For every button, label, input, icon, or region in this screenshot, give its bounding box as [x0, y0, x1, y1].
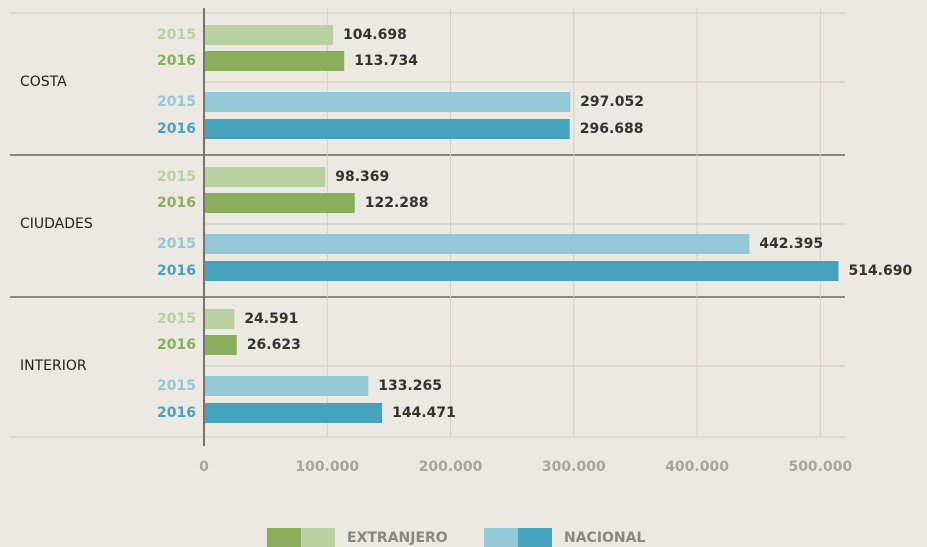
- bar: [205, 261, 839, 281]
- value-label: 514.690: [848, 263, 912, 279]
- value-label: 113.734: [354, 53, 418, 69]
- year-label: 2016: [157, 121, 196, 137]
- value-label: 26.623: [247, 337, 301, 353]
- legend-swatch: [518, 528, 552, 547]
- bar: [205, 234, 750, 254]
- value-label: 144.471: [392, 405, 456, 421]
- category-label: CIUDADES: [20, 216, 93, 232]
- year-label: 2016: [157, 405, 196, 421]
- value-label: 104.698: [343, 27, 407, 43]
- bar: [205, 309, 235, 329]
- x-tick-label: 0: [199, 459, 209, 475]
- value-label: 98.369: [335, 169, 389, 185]
- year-label: 2016: [157, 263, 196, 279]
- x-tick-label: 500.000: [788, 459, 852, 475]
- value-label: 122.288: [365, 195, 429, 211]
- year-label: 2015: [157, 311, 196, 327]
- legend-swatch: [267, 528, 301, 547]
- bar: [205, 119, 570, 139]
- category-label: COSTA: [20, 74, 67, 90]
- bar: [205, 92, 571, 112]
- legend-label: EXTRANJERO: [347, 530, 448, 546]
- x-tick-label: 200.000: [419, 459, 483, 475]
- year-label: 2015: [157, 378, 196, 394]
- bar: [205, 167, 326, 187]
- year-label: 2016: [157, 337, 196, 353]
- bar: [205, 376, 369, 396]
- value-label: 297.052: [580, 94, 644, 110]
- year-label: 2016: [157, 195, 196, 211]
- bar: [205, 51, 345, 71]
- legend-label: NACIONAL: [564, 530, 645, 546]
- x-tick-label: 400.000: [665, 459, 729, 475]
- x-tick-label: 300.000: [542, 459, 606, 475]
- year-label: 2015: [157, 236, 196, 252]
- bar: [205, 25, 334, 45]
- year-label: 2016: [157, 53, 196, 69]
- value-label: 296.688: [580, 121, 644, 137]
- value-label: 24.591: [244, 311, 298, 327]
- value-label: 133.265: [378, 378, 442, 394]
- value-label: 442.395: [759, 236, 823, 252]
- year-label: 2015: [157, 169, 196, 185]
- x-tick-label: 100.000: [295, 459, 359, 475]
- bar: [205, 335, 237, 355]
- bar: [205, 403, 383, 423]
- category-label: INTERIOR: [20, 358, 87, 374]
- year-label: 2015: [157, 94, 196, 110]
- legend-swatch: [484, 528, 518, 547]
- year-label: 2015: [157, 27, 196, 43]
- bar: [205, 193, 355, 213]
- legend-swatch: [301, 528, 335, 547]
